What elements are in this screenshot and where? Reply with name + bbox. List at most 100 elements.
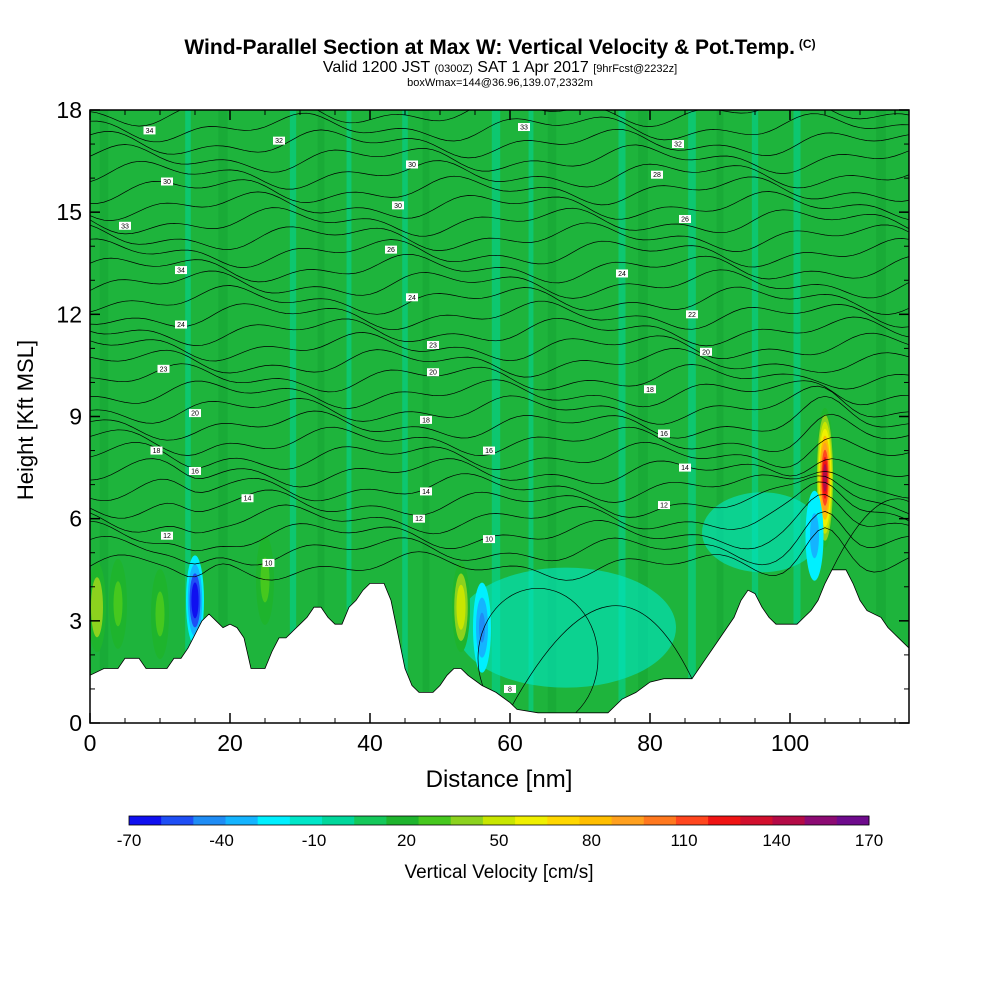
isentrope-label: 18 <box>422 417 430 424</box>
isentrope-label-box <box>413 514 425 523</box>
isentrope-label: 20 <box>702 349 710 356</box>
velocity-core <box>458 595 464 619</box>
isentrope-label: 28 <box>653 172 661 179</box>
isentrope-label-box <box>504 684 516 693</box>
isentrope-label: 16 <box>660 431 668 438</box>
isentrope-label-box <box>157 364 170 373</box>
isentrope-label: 32 <box>275 138 283 145</box>
isentrope-label: 12 <box>163 533 171 540</box>
colorbar-swatch <box>257 816 291 825</box>
velocity-core <box>94 592 100 623</box>
isentrope-line <box>90 348 909 378</box>
isentrope-label-box <box>679 214 691 223</box>
isentrope-label-box <box>175 320 187 329</box>
isentrope-label-box <box>175 266 187 275</box>
colorbar-tick-label: 50 <box>490 831 509 850</box>
isentrope-label: 30 <box>163 179 171 186</box>
colorbar-swatch <box>322 816 355 825</box>
valid-zulu: (0300Z) <box>434 63 473 75</box>
x-tick-label: 60 <box>497 730 523 756</box>
chart-title-text: Wind-Parallel Section at Max W: Vertical… <box>184 36 795 59</box>
isentrope-label-box <box>427 368 439 377</box>
field-streak <box>185 110 191 723</box>
colorbar-label: Vertical Velocity [cm/s] <box>404 862 594 883</box>
copyright-mark: (C) <box>798 37 816 51</box>
field-plume <box>638 110 648 723</box>
colorbar-swatch <box>515 816 548 825</box>
field-streak <box>751 110 759 723</box>
y-axis-label: Height [Kft MSL] <box>13 339 38 501</box>
axes: 0 3 6 9 12 15 18 0 20 40 60 80 100 <box>56 97 909 756</box>
isentrope-label: 34 <box>177 268 185 275</box>
y-tick-label: 15 <box>56 199 82 225</box>
isentrope-label-box <box>616 269 628 278</box>
isentrope-line <box>90 494 909 552</box>
field-streak <box>289 110 297 723</box>
isentrope-label-box <box>658 501 670 510</box>
isentrope-label: 12 <box>415 516 423 523</box>
isentrope-label: 33 <box>121 223 129 230</box>
colorbar-swatch <box>611 816 645 825</box>
velocity-core <box>193 591 197 610</box>
isentrope-label-box <box>392 201 404 210</box>
colorbar-swatch <box>289 816 323 825</box>
isentrope-line <box>90 175 909 206</box>
colorbar-swatch <box>740 816 773 825</box>
colorbar: -70 -40 -10 20 50 80 110 140 170 <box>117 815 883 850</box>
isentrope-line <box>90 527 909 581</box>
isentrope-line <box>477 587 599 723</box>
colorbar-swatch <box>643 816 677 825</box>
isentrope-line <box>90 128 909 159</box>
colorbar-swatch <box>161 816 194 825</box>
isentrope-label: 26 <box>681 216 689 223</box>
field-streak <box>346 110 352 723</box>
isentrope-label: 20 <box>191 411 199 418</box>
isentrope-label: 16 <box>191 468 199 475</box>
isentrope-line <box>509 605 693 710</box>
isentrope-line <box>90 144 909 174</box>
isentrope-line <box>90 160 909 190</box>
isentrope-label-box <box>420 415 432 424</box>
isentrope-label: 33 <box>520 125 528 132</box>
y-tick-label: 3 <box>69 608 82 634</box>
colorbar-tick-label: -70 <box>117 831 142 850</box>
isentrope-line <box>90 191 909 221</box>
isentrope-line <box>90 316 909 347</box>
field-streak <box>491 110 501 723</box>
velocity-core <box>823 470 827 485</box>
isentrope-label-box <box>651 170 663 179</box>
field-plume <box>547 110 557 723</box>
colorbar-swatch <box>804 816 838 825</box>
isentrope-label: 32 <box>674 142 682 149</box>
y-tick-label: 0 <box>69 710 82 736</box>
valid-time-line: Valid 1200 JST (0300Z) SAT 1 Apr 2017 [9… <box>0 59 1000 77</box>
field-streak <box>793 110 801 723</box>
x-axis-label: Distance [nm] <box>425 766 573 793</box>
colorbar-tick-label: 170 <box>855 831 883 850</box>
isentrope-label-box <box>189 409 201 418</box>
colorbar-tick-label: -10 <box>302 831 327 850</box>
isentrope-line <box>90 269 909 299</box>
isentrope-line <box>90 379 909 409</box>
velocity-core <box>479 612 485 643</box>
isentrope-line <box>90 332 909 362</box>
isentrope-label: 14 <box>244 496 252 503</box>
isentrope-label: 22 <box>688 312 696 319</box>
isentrope-label-box <box>700 347 712 356</box>
colorbar-swatch <box>547 816 580 825</box>
field-plume <box>218 110 228 723</box>
isentrope-label-box <box>161 531 173 540</box>
isentrope-label-box <box>679 463 691 472</box>
isentrope-line <box>90 112 909 143</box>
field-streak <box>402 110 408 723</box>
isentrope-label-box <box>427 340 439 349</box>
isentrope-label-box <box>406 293 418 302</box>
terrain <box>90 569 909 723</box>
isentrope-label-box <box>189 466 201 475</box>
isentrope-label: 34 <box>146 128 154 135</box>
isentrope-label-box <box>406 160 418 169</box>
x-tick-label: 20 <box>217 730 243 756</box>
isentrope-label-box <box>686 310 698 319</box>
isentrope-label-box <box>483 446 495 455</box>
colorbar-swatch <box>386 816 420 825</box>
